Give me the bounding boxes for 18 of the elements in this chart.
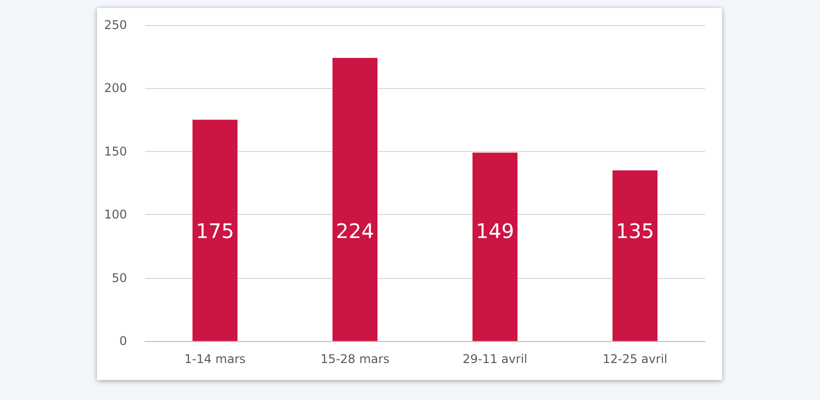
y-tick-label: 50 xyxy=(112,270,127,285)
y-tick-label: 150 xyxy=(104,144,127,158)
bar xyxy=(612,170,658,341)
y-tick-label: 200 xyxy=(104,81,127,96)
bar xyxy=(472,152,518,341)
y-tick-label: 100 xyxy=(104,208,127,222)
data-label: 224 xyxy=(336,219,374,243)
bar xyxy=(332,58,378,341)
data-label: 175 xyxy=(196,219,234,243)
x-tick-label: 29-11 avril xyxy=(462,352,528,366)
bar xyxy=(192,120,238,341)
data-label: 135 xyxy=(616,219,654,243)
x-tick-label: 1-14 mars xyxy=(184,352,246,366)
y-tick-label: 0 xyxy=(119,334,127,348)
x-tick-label: 15-28 mars xyxy=(320,352,390,366)
data-label: 149 xyxy=(476,219,514,243)
y-tick-label: 250 xyxy=(104,18,127,32)
x-tick-label: 12-25 avril xyxy=(602,352,668,366)
